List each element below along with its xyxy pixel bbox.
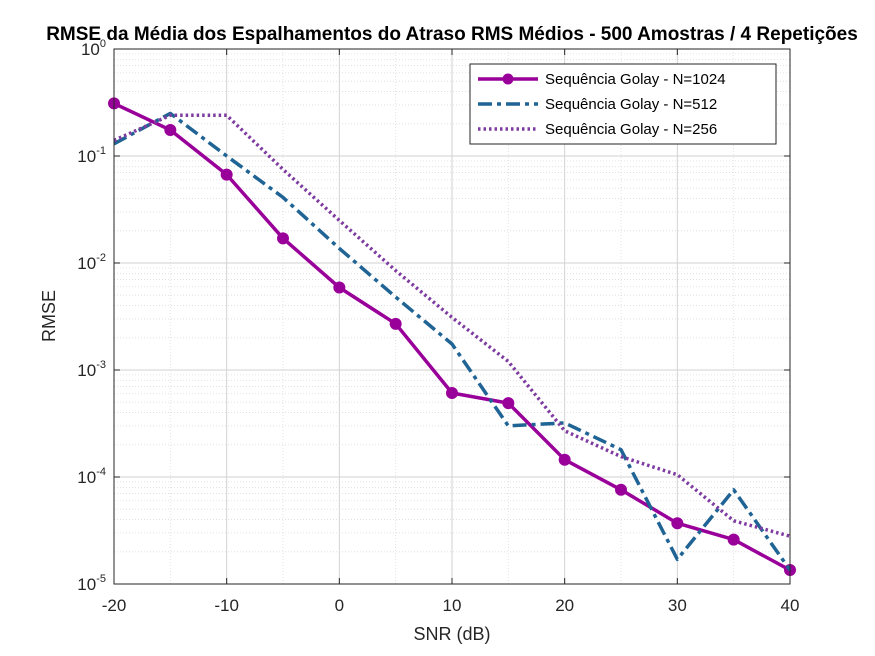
y-axis-label: RMSE bbox=[39, 290, 59, 342]
y-tick-label: 100 bbox=[81, 38, 106, 59]
legend-label-1: Sequência Golay - N=1024 bbox=[545, 71, 726, 88]
x-tick-label: 30 bbox=[668, 596, 687, 615]
y-axis-ticks: 100 10-1 10-2 10-3 10-4 10-5 bbox=[77, 38, 790, 594]
data-point-1 bbox=[671, 517, 684, 530]
data-point-1 bbox=[333, 281, 346, 294]
data-point-1 bbox=[389, 317, 402, 330]
legend-label-3: Sequência Golay - N=256 bbox=[545, 121, 717, 138]
x-tick-label: 20 bbox=[555, 596, 574, 615]
data-point-1 bbox=[727, 533, 740, 546]
x-tick-label: -10 bbox=[214, 596, 239, 615]
legend-label-2: Sequência Golay - N=512 bbox=[545, 96, 717, 113]
chart-title: RMSE da Média dos Espalhamentos do Atras… bbox=[46, 24, 858, 45]
data-point-1 bbox=[220, 168, 233, 181]
y-tick-label: 10-3 bbox=[77, 359, 106, 380]
x-tick-label: 10 bbox=[443, 596, 462, 615]
data-point-1 bbox=[615, 483, 627, 496]
series-line-2 bbox=[113, 111, 792, 572]
data-point-1 bbox=[164, 123, 177, 136]
x-tick-label: 40 bbox=[781, 596, 800, 615]
y-tick-label: 10-5 bbox=[77, 573, 106, 594]
data-point-1 bbox=[446, 386, 458, 399]
y-tick-label: 10-4 bbox=[77, 466, 106, 487]
legend-marker-1 bbox=[502, 73, 514, 85]
series-layer bbox=[108, 97, 796, 577]
x-tick-label: 0 bbox=[335, 596, 344, 615]
x-tick-label: -20 bbox=[102, 596, 127, 615]
y-tick-label: 10-2 bbox=[77, 252, 106, 273]
y-tick-label: 10-1 bbox=[77, 145, 106, 166]
data-point-1 bbox=[277, 232, 289, 245]
data-point-1 bbox=[502, 397, 515, 410]
legend: Sequência Golay - N=1024 Sequência Golay … bbox=[469, 63, 777, 145]
x-axis-label: SNR (dB) bbox=[413, 624, 490, 644]
data-point-1 bbox=[558, 453, 571, 466]
x-axis-ticks: -20 -10 0 10 20 30 40 bbox=[102, 49, 800, 615]
